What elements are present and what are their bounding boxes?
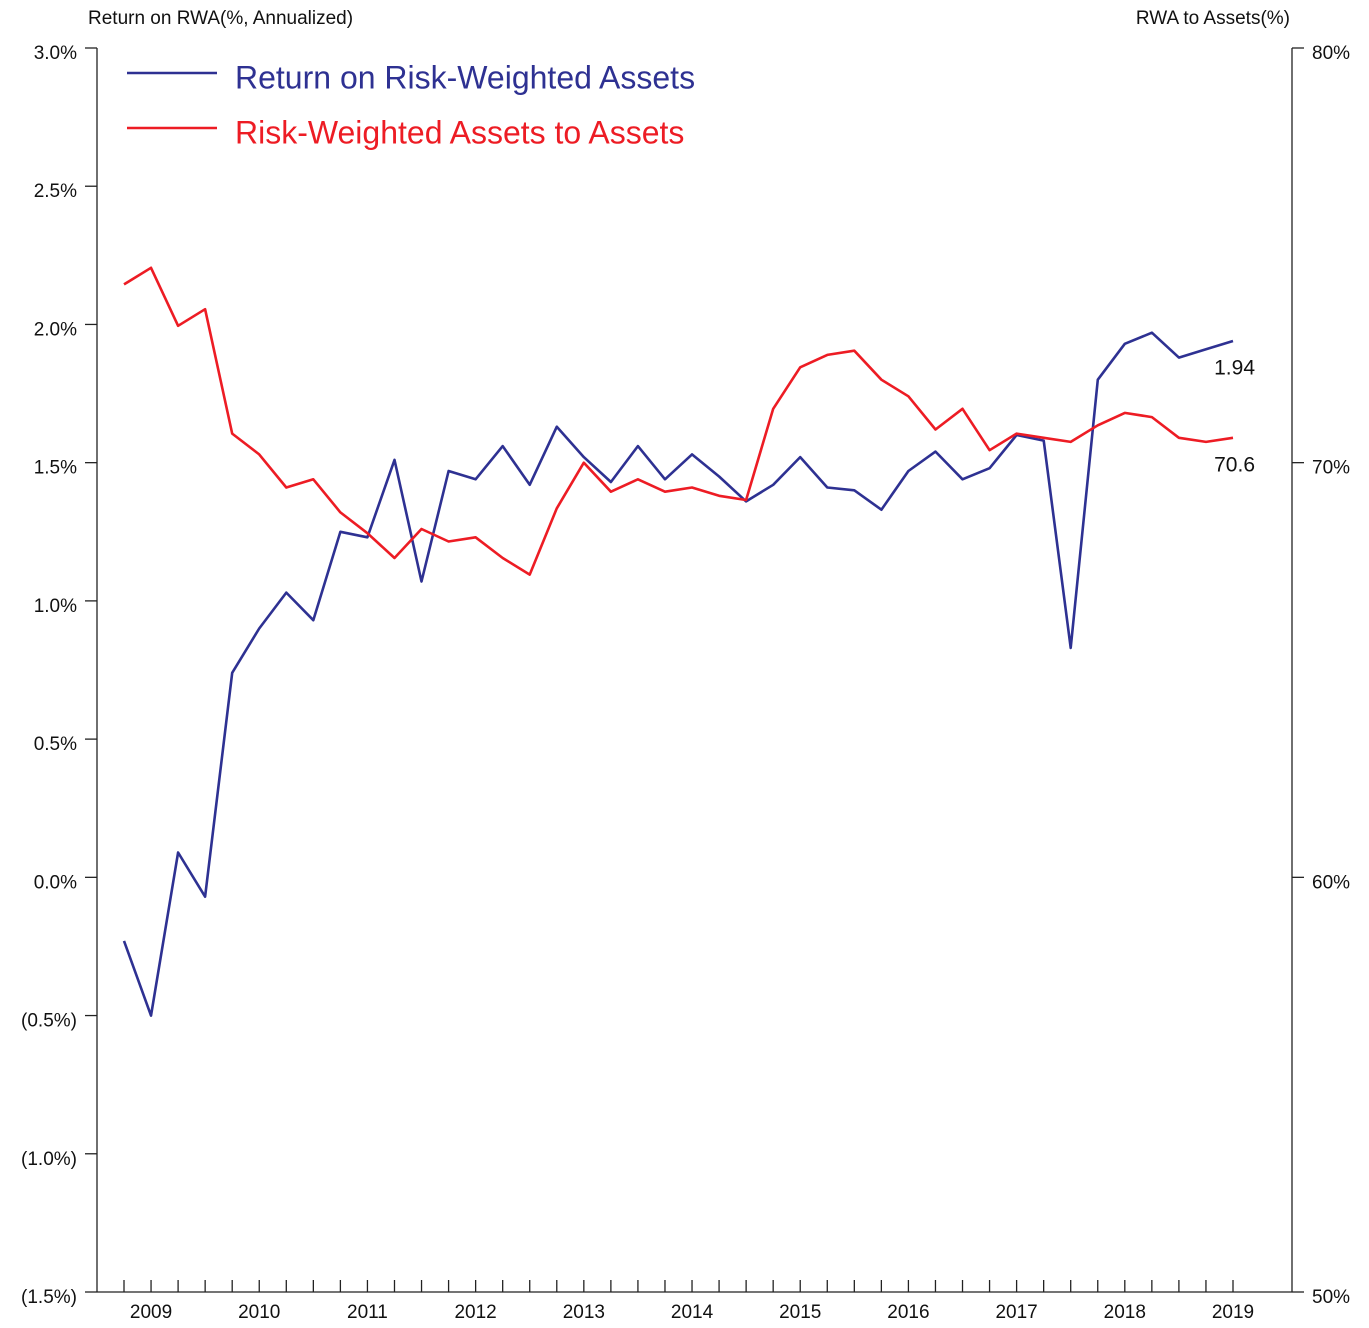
- x-tick-label: 2014: [671, 1302, 714, 1323]
- x-tick-label: 2012: [454, 1302, 496, 1323]
- x-tick-label: 2018: [1104, 1302, 1146, 1323]
- y-tick-label: 0.0%: [34, 872, 77, 893]
- x-tick-label: 2010: [238, 1302, 280, 1323]
- y-tick-label: (1.5%): [21, 1287, 77, 1308]
- y2-tick-label: 60%: [1312, 872, 1350, 893]
- series-line: [122, 331, 1234, 1017]
- y-tick-label: 2.0%: [34, 319, 77, 340]
- y2-tick-label: 70%: [1312, 458, 1350, 479]
- y2-tick-label: 80%: [1312, 43, 1350, 64]
- end-value-label: 1.94: [1214, 357, 1255, 380]
- x-tick-label: 2009: [130, 1302, 172, 1323]
- end-value-label: 70.6: [1214, 453, 1255, 476]
- y-tick-label: (1.0%): [21, 1149, 77, 1170]
- y-axis-title: Return on RWA(%, Annualized): [88, 8, 353, 29]
- series-line: [123, 266, 1234, 576]
- x-tick-label: 2013: [563, 1302, 605, 1323]
- y-tick-label: 0.5%: [34, 734, 77, 755]
- y-tick-label: (0.5%): [21, 1011, 77, 1032]
- x-tick-label: 2016: [887, 1302, 929, 1323]
- y-tick-label: 2.5%: [34, 181, 77, 202]
- y-tick-label: 1.5%: [34, 458, 77, 479]
- y-tick-label: 3.0%: [34, 43, 77, 64]
- x-tick-label: 2011: [347, 1302, 388, 1323]
- x-tick-label: 2017: [995, 1302, 1037, 1323]
- y2-axis-title: RWA to Assets(%): [1136, 8, 1290, 29]
- y-tick-label: 1.0%: [34, 596, 77, 617]
- x-tick-label: 2015: [779, 1302, 821, 1323]
- legend-label: Return on Risk-Weighted Assets: [235, 59, 695, 95]
- x-tick-label: 2019: [1212, 1302, 1254, 1323]
- legend-label: Risk-Weighted Assets to Assets: [235, 114, 684, 150]
- y2-tick-label: 50%: [1312, 1287, 1350, 1308]
